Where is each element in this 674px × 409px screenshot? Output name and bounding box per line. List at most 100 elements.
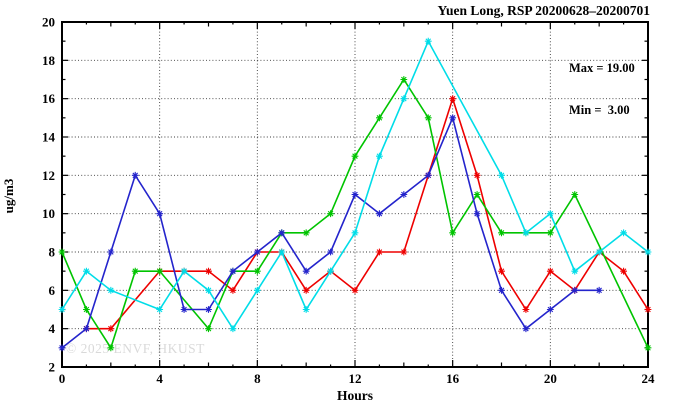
data-point-marker-20200629 [644,344,652,352]
data-point-marker-20200630 [83,325,90,333]
data-point-marker-20200701 [644,248,652,256]
data-point-marker-20200630 [595,286,603,294]
data-point-marker-20200630 [400,191,408,198]
y-tick-label: 20 [42,15,55,30]
data-point-marker-20200628 [620,267,627,275]
series-line-20200701 [61,39,649,331]
data-point-marker-20200630 [131,171,139,179]
data-point-marker-20200630 [546,306,554,313]
x-axis-label: Hours [336,388,373,403]
data-point-marker-20200628 [205,267,212,275]
y-tick-label: 14 [42,130,56,145]
data-point-marker-20200629 [107,344,115,352]
data-point-marker-20200629 [351,152,359,160]
data-point-marker-20200629 [424,114,432,122]
data-point-marker-20200630 [327,248,334,256]
data-point-marker-20200629 [449,229,457,237]
data-point-marker-20200628 [449,95,457,103]
data-point-marker-20200630 [376,210,383,218]
data-point-marker-20200630 [522,325,530,333]
data-point-marker-20200629 [131,267,139,275]
data-point-marker-20200701 [205,286,212,294]
data-point-marker-20200628 [400,248,408,256]
data-point-marker-20200628 [498,267,505,275]
data-point-marker-20200630 [351,191,359,198]
x-tick-label: 8 [254,371,261,386]
y-tick-label: 16 [42,91,56,106]
data-point-marker-20200701 [522,229,530,237]
data-point-marker-20200630 [302,267,310,275]
data-point-marker-20200628 [107,325,115,333]
data-point-marker-20200628 [229,286,237,294]
data-point-marker-20200628 [351,286,359,294]
data-point-marker-20200701 [107,286,115,294]
data-point-marker-20200630 [498,286,505,294]
y-tick-label: 6 [49,283,56,298]
data-point-marker-20200629 [205,325,212,333]
data-point-marker-20200630 [205,306,212,313]
max-value-label: Max = 19.00 [569,61,635,75]
data-point-marker-20200629 [400,76,408,83]
data-point-marker-20200629 [58,248,66,256]
y-tick-label: 2 [49,360,56,375]
data-point-marker-20200630 [58,344,66,352]
y-tick-label: 18 [42,53,56,68]
data-point-marker-20200701 [546,210,554,218]
x-tick-label: 0 [59,371,66,386]
data-point-marker-20200701 [302,306,310,313]
data-point-marker-20200630 [180,306,188,313]
data-point-marker-20200630 [571,286,579,294]
data-point-marker-20200701 [400,95,408,103]
data-point-marker-20200701 [156,306,164,313]
series-line-20200629 [61,78,649,350]
data-point-marker-20200630 [278,229,286,237]
data-point-marker-20200628 [546,267,554,275]
data-point-marker-20200701 [327,267,334,275]
data-point-marker-20200628 [644,306,652,313]
data-point-marker-20200630 [107,248,115,256]
data-point-marker-20200701 [253,286,261,294]
data-point-marker-20200701 [351,229,359,237]
x-tick-label: 16 [446,371,460,386]
data-point-marker-20200629 [571,191,579,198]
data-point-marker-20200630 [229,267,237,275]
y-tick-label: 12 [42,168,55,183]
data-point-marker-20200701 [571,267,579,275]
y-tick-label: 4 [49,321,56,336]
x-tick-label: 4 [156,371,163,386]
data-point-marker-20200628 [522,306,530,313]
data-point-marker-20200629 [498,229,505,237]
data-point-marker-20200629 [546,229,554,237]
data-point-marker-20200630 [424,171,432,179]
data-point-marker-20200630 [449,114,457,122]
data-point-marker-20200701 [278,248,286,256]
data-point-marker-20200701 [83,267,90,275]
data-point-marker-20200629 [473,191,481,198]
data-point-marker-20200701 [620,229,627,237]
data-point-marker-20200628 [376,248,383,256]
data-point-marker-20200629 [156,267,164,275]
min-value-label: Min = 3.00 [569,103,630,117]
series-line-20200628 [86,96,649,330]
data-point-marker-20200628 [473,171,481,179]
data-point-marker-20200629 [83,306,90,313]
data-point-marker-20200630 [473,210,481,218]
data-point-marker-20200630 [253,248,261,256]
max-min-annotation: Max = 19.00 Min = 3.00 [569,33,635,145]
watermark-text: © 2025 ENVF, HKUST [66,341,205,356]
x-tick-label: 20 [544,371,557,386]
data-point-marker-20200701 [180,267,188,275]
data-point-marker-20200630 [156,210,164,218]
data-point-marker-20200629 [302,229,310,237]
chart-title: Yuen Long, RSP 20200628–20200701 [437,3,650,18]
data-point-marker-20200701 [58,306,66,313]
data-point-marker-20200701 [498,171,505,179]
x-tick-label: 24 [642,371,656,386]
data-point-marker-20200701 [424,37,432,45]
data-point-marker-20200701 [229,325,237,333]
data-point-marker-20200628 [302,286,310,294]
data-point-marker-20200629 [376,114,383,122]
data-point-marker-20200701 [595,248,603,256]
